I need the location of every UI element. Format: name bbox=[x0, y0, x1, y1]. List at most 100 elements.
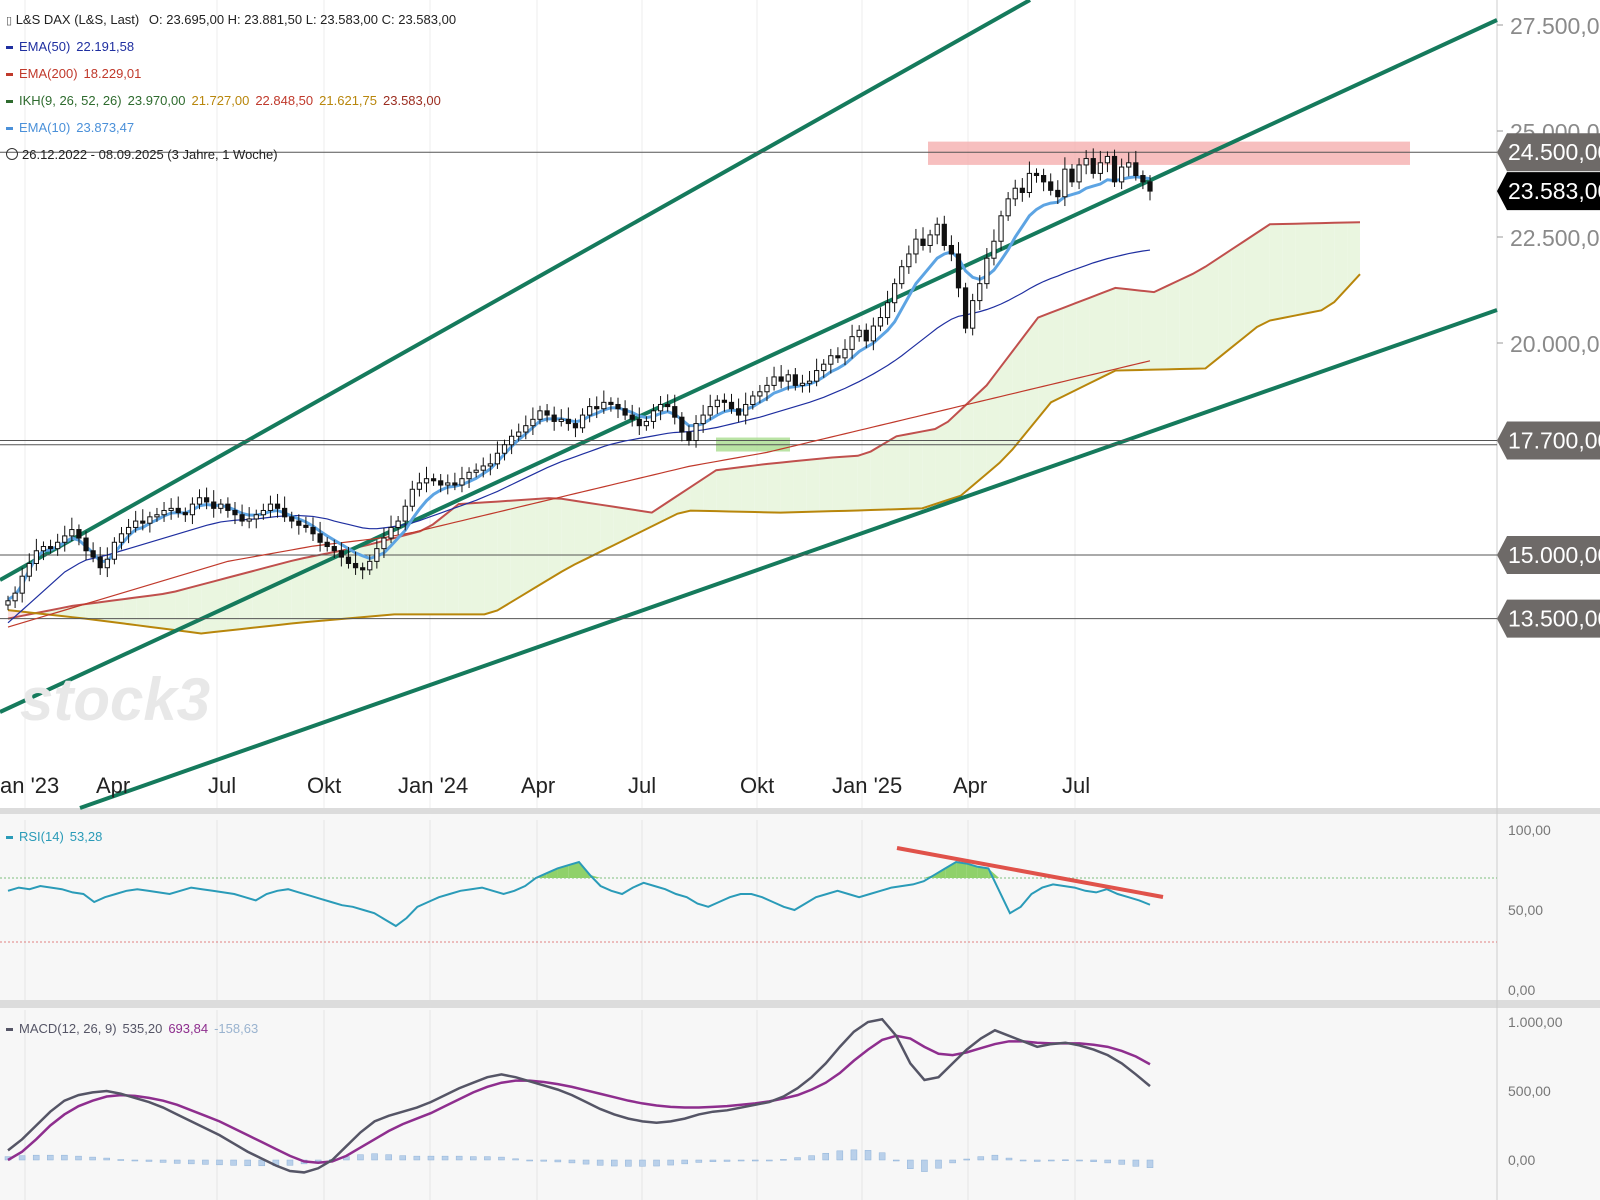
candle-body bbox=[282, 507, 288, 518]
macd-histogram-bar bbox=[399, 1155, 407, 1161]
cloud-fill bbox=[999, 351, 1013, 463]
candle-body bbox=[934, 223, 940, 236]
axes: stock327.500,0025.000,0022.500,0020.000,… bbox=[0, 13, 1600, 1168]
cloud-fill bbox=[780, 461, 794, 513]
candle-body bbox=[792, 374, 798, 386]
macd-histogram-bar bbox=[766, 1159, 773, 1162]
rsi-overbought-fill bbox=[966, 863, 978, 878]
candle-body bbox=[1097, 162, 1103, 174]
candle-body bbox=[1019, 187, 1025, 193]
cloud-fill bbox=[1063, 302, 1077, 396]
legend-ema200[interactable]: EMA(200) 18.229,01 bbox=[6, 66, 141, 81]
legend-ikh[interactable]: IKH(9, 26, 52, 26) 23.970,00 21.727,00 22.8… bbox=[6, 93, 441, 108]
time-axis-label: Jul bbox=[628, 773, 656, 798]
candle-body bbox=[998, 215, 1004, 242]
candle-body bbox=[1069, 168, 1075, 183]
macd-histogram-bar bbox=[949, 1159, 956, 1164]
cloud-fill bbox=[1025, 317, 1039, 434]
macd-histogram-bar bbox=[230, 1159, 237, 1166]
macd-histogram-bar bbox=[723, 1159, 731, 1162]
cloud-fill bbox=[973, 385, 987, 485]
cloud-fill bbox=[1308, 223, 1322, 313]
cloud-fill bbox=[793, 460, 807, 513]
cloud-fill bbox=[317, 552, 330, 622]
candle-body bbox=[1055, 189, 1061, 198]
horizontal-levels bbox=[0, 151, 1497, 620]
legend-ema10[interactable]: EMA(10) 23.873,47 bbox=[6, 120, 134, 135]
cloud-fill bbox=[870, 443, 884, 511]
grid-lines bbox=[24, 0, 1498, 1200]
candle-body bbox=[111, 541, 118, 560]
macd-histogram-bar bbox=[441, 1155, 449, 1161]
candle-body bbox=[1090, 158, 1096, 174]
candle-body bbox=[657, 403, 664, 412]
candle-body bbox=[679, 416, 685, 433]
candle-body bbox=[12, 592, 18, 602]
candle-body bbox=[76, 529, 82, 539]
macd-histogram-bar bbox=[1118, 1159, 1126, 1165]
candle-body bbox=[487, 463, 493, 467]
price-tick-label: 20.000,00 bbox=[1510, 331, 1600, 357]
macd-panel bbox=[4, 1017, 1154, 1174]
candle-body bbox=[501, 444, 508, 454]
candle-body bbox=[430, 478, 437, 482]
legend-ema50[interactable]: EMA(50) 22.191,58 bbox=[6, 39, 134, 54]
cloud-fill bbox=[587, 502, 601, 559]
cloud-fill bbox=[819, 457, 833, 512]
candle-body bbox=[984, 257, 990, 285]
cloud-fill bbox=[407, 531, 421, 615]
cloud-fill bbox=[1179, 273, 1193, 370]
cloud-fill bbox=[291, 557, 305, 624]
macd-histogram-bar bbox=[484, 1156, 491, 1161]
rsi-axis-label: 0,00 bbox=[1508, 982, 1535, 998]
macd-histogram-bar bbox=[526, 1159, 533, 1162]
cloud-fill bbox=[445, 504, 459, 615]
macd-histogram-bar bbox=[780, 1159, 787, 1161]
cloud-fill bbox=[1282, 223, 1296, 318]
macd-histogram-bar bbox=[540, 1159, 548, 1162]
macd-histogram-bar bbox=[794, 1157, 801, 1161]
candle-body bbox=[665, 403, 671, 408]
macd-histogram-bar bbox=[18, 1155, 26, 1161]
symbol-label: L&S DAX (L&S, Last) bbox=[15, 12, 140, 27]
cloud-fill bbox=[162, 591, 176, 631]
candle-body bbox=[728, 401, 735, 410]
macd-signal-line bbox=[7, 1034, 1151, 1165]
candle-body bbox=[388, 526, 394, 539]
cloud-fill bbox=[1244, 232, 1257, 338]
legend-label: MACD(12, 26, 9) bbox=[19, 1021, 117, 1036]
candle-body bbox=[459, 478, 465, 486]
macd-histogram-bar bbox=[75, 1155, 82, 1161]
candle-body bbox=[842, 348, 848, 359]
macd-histogram-bar bbox=[878, 1152, 886, 1161]
price-marker-label: 24.500,00 bbox=[1508, 139, 1600, 165]
cloud-fill bbox=[1115, 287, 1129, 371]
candle-body bbox=[913, 238, 919, 255]
candle-body bbox=[1133, 162, 1139, 177]
price-marker-box bbox=[1497, 536, 1600, 574]
candle-body bbox=[608, 401, 614, 405]
legend-macd[interactable]: MACD(12, 26, 9) 535,20 693,84 -158,63 bbox=[6, 1021, 258, 1036]
candle-body bbox=[601, 401, 607, 410]
legend-rsi[interactable]: RSI(14) 53,28 bbox=[6, 829, 102, 844]
candle-body bbox=[381, 537, 387, 550]
cloud-fill bbox=[342, 547, 356, 619]
macd-histogram-bar bbox=[836, 1150, 844, 1161]
macd-histogram-bar bbox=[681, 1159, 688, 1165]
candle-body bbox=[203, 497, 210, 503]
candle-body bbox=[551, 414, 557, 422]
macd-histogram-bar bbox=[1062, 1159, 1069, 1162]
candle-body bbox=[289, 516, 295, 522]
cloud-fill bbox=[394, 534, 408, 615]
price-marker-label: 13.500,00 bbox=[1508, 606, 1600, 632]
price-tick-label: 27.500,00 bbox=[1510, 13, 1600, 39]
cloud-fill bbox=[123, 597, 137, 626]
candle-body bbox=[423, 478, 430, 484]
cloud-fill bbox=[149, 594, 163, 629]
legend-value: 693,84 bbox=[168, 1021, 209, 1036]
cloud-fill bbox=[986, 368, 1000, 474]
candle-body bbox=[118, 533, 125, 543]
rsi-panel bbox=[0, 846, 1497, 943]
cloud-fill bbox=[690, 478, 704, 511]
cloud-fill bbox=[175, 588, 189, 632]
